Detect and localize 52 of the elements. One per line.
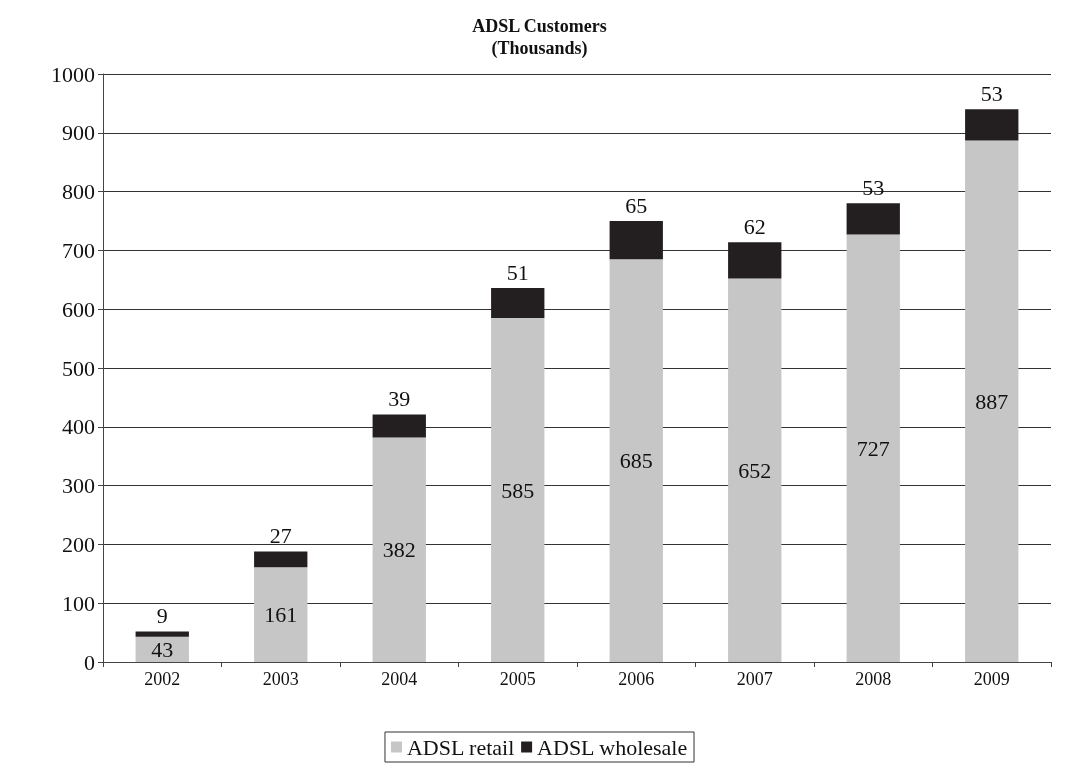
data-label: 161 [264,602,298,628]
data-label: 65 [625,192,648,218]
bar [609,221,663,260]
data-label: 887 [975,388,1009,414]
x-tick-label: 2006 [618,669,655,689]
bar [254,551,308,568]
bar [135,631,189,637]
x-tick-label: 2005 [499,669,536,689]
bar [372,414,426,438]
x-tick-label: 2002 [144,669,181,689]
bar [846,203,900,235]
data-label: 585 [501,477,535,503]
bar [491,318,545,662]
y-tick-label: 1000 [51,61,95,87]
data-label: 685 [619,448,653,474]
y-tick-label: 100 [62,590,95,616]
y-tick-label: 300 [62,473,95,499]
x-tick-label: 2008 [855,669,892,689]
y-tick-label: 900 [62,120,95,146]
bar [728,278,782,662]
legend-label: ADSL retail [406,734,515,760]
data-label: 652 [738,457,772,483]
x-tick-label: 2009 [973,669,1010,689]
chart-title: ADSL Customers (Thousands) [472,16,607,59]
y-tick-label: 400 [62,414,95,440]
x-tick-label: 2003 [262,669,299,689]
bar [728,242,782,279]
data-label: 382 [382,537,416,563]
bar [609,259,663,662]
data-label: 39 [388,385,411,411]
data-label: 51 [506,259,529,285]
bar [965,109,1019,141]
x-tick-label: 2004 [381,669,418,689]
data-label: 9 [156,602,168,628]
y-tick-label: 600 [62,296,95,322]
y-tick-label: 700 [62,237,95,263]
x-tick-label: 2007 [736,669,773,689]
data-label: 53 [980,80,1003,106]
bar [372,437,426,662]
bar [491,288,545,319]
data-label: 727 [856,435,890,461]
y-tick-label: 200 [62,531,95,557]
bar [965,140,1019,662]
y-tick-label: 800 [62,179,95,205]
y-tick-label: 500 [62,355,95,381]
legend-label: ADSL wholesale [537,734,688,760]
bar [846,234,900,662]
bar [254,567,308,662]
y-tick-label: 0 [84,649,95,675]
data-label: 43 [151,636,174,662]
data-label: 27 [269,522,292,548]
data-label: 62 [743,213,766,239]
